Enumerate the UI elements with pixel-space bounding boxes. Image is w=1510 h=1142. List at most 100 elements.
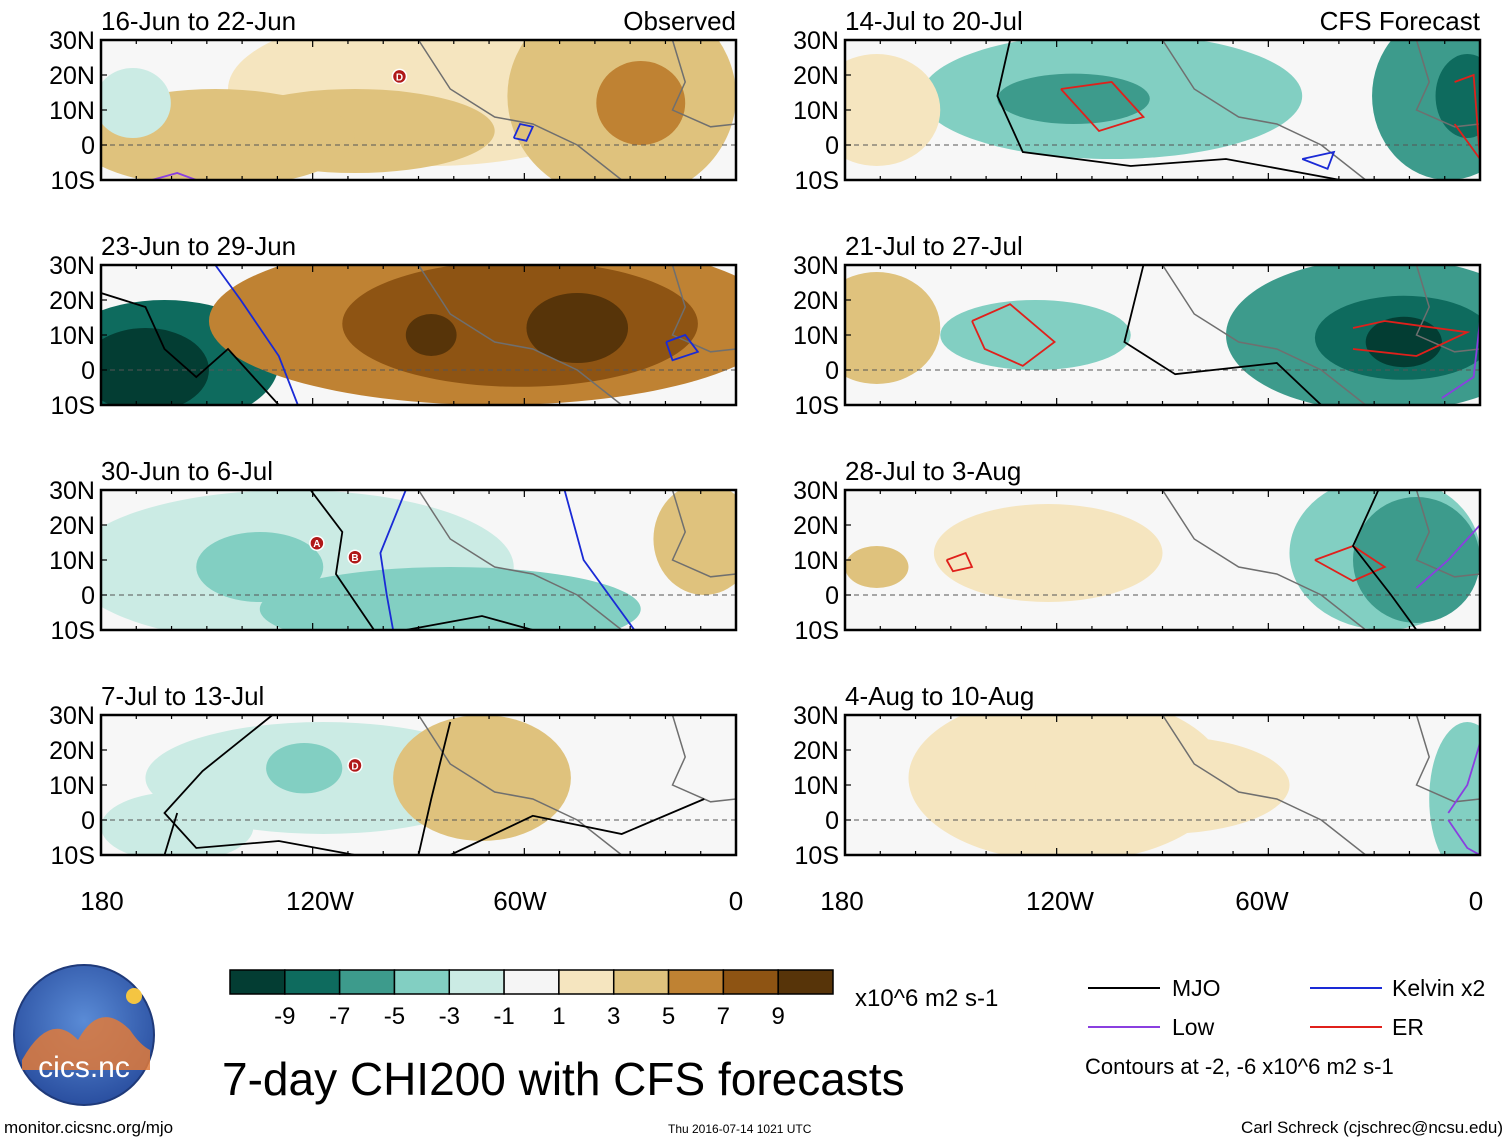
panel-date-range: 23-Jun to 29-Jun — [101, 231, 296, 261]
lat-label: 10S — [51, 392, 95, 420]
lat-label: 0 — [825, 132, 839, 160]
storm-marker-label: A — [313, 539, 320, 550]
anomaly-shading — [1035, 736, 1290, 834]
panel-date-range: 4-Aug to 10-Aug — [845, 681, 1034, 711]
wave-contour — [1301, 150, 1336, 170]
lat-label: 10S — [51, 842, 95, 870]
coastline-africa — [671, 265, 736, 353]
anomaly-shading — [259, 567, 641, 630]
map-panel: A B 30N 20N 10N 0 10S 30-Jun to 6-Jul — [49, 456, 738, 645]
anomaly-shading — [266, 743, 343, 794]
wave-contour — [163, 715, 356, 855]
colorbar-tick-label: 1 — [552, 1003, 565, 1030]
colorbar-swatch — [503, 969, 560, 995]
coastline-africa — [1415, 265, 1480, 353]
storm-marker: A — [309, 535, 325, 551]
storm-marker: B — [347, 549, 363, 565]
anomaly-shading — [393, 715, 571, 841]
wave-contour — [309, 490, 375, 630]
panel-date-range: 16-Jun to 22-Jun — [101, 6, 296, 36]
coastline-americas — [1161, 40, 1367, 180]
anomaly-shading — [405, 314, 457, 356]
colorbar-tick-label: -5 — [384, 1003, 405, 1030]
lat-label: 10S — [795, 617, 839, 645]
lon-label: 180 — [820, 886, 863, 916]
colorbar: -9 -7 -5 -3 -1 1 3 5 7 9 — [229, 969, 834, 1030]
colorbar-unit: x10^6 m2 s-1 — [855, 985, 998, 1012]
coastline-americas — [417, 265, 623, 405]
colorbar-swatch — [777, 969, 834, 995]
colorbar-tick-label: 7 — [717, 1003, 730, 1030]
coastline-americas — [417, 490, 623, 630]
coastline-americas — [1161, 715, 1367, 855]
wave-contour — [1441, 320, 1480, 399]
lon-label: 0 — [1469, 886, 1483, 916]
lat-label: 30N — [793, 702, 839, 730]
anomaly-shading — [845, 272, 941, 384]
coastline-africa — [1415, 490, 1480, 578]
map-panel: 30N 20N 10N 0 10S 23-Jun to 29-Jun — [49, 231, 738, 420]
lat-label: 0 — [81, 807, 95, 835]
anomaly-shading — [526, 293, 629, 363]
lat-label: 20N — [793, 512, 839, 540]
colorbar-swatch — [393, 969, 451, 995]
storm-marker-label: D — [396, 72, 403, 83]
colorbar-tick-label: 3 — [607, 1003, 620, 1030]
lat-label: 30N — [49, 477, 95, 505]
colorbar-tick-label: -7 — [329, 1003, 350, 1030]
wave-contour — [945, 551, 974, 573]
wave-contour — [214, 265, 299, 405]
lat-label: 30N — [793, 252, 839, 280]
footer-url: monitor.cicsnc.org/mjo — [4, 1118, 173, 1137]
lon-axis-right: 180 120W 60W 0 — [820, 886, 1483, 916]
wave-contour — [512, 122, 535, 142]
wave-contour — [163, 812, 179, 855]
lat-label: 10N — [793, 322, 839, 350]
coastline-africa — [1415, 715, 1480, 803]
lat-label: 30N — [49, 27, 95, 55]
figure-title: 7-day CHI200 with CFS forecasts — [222, 1053, 905, 1105]
storm-marker-label: B — [351, 553, 358, 564]
anomaly-shading — [101, 328, 209, 405]
lat-label: 0 — [825, 807, 839, 835]
anomaly-shading — [997, 73, 1150, 125]
lat-label: 20N — [49, 62, 95, 90]
coastline-americas — [1161, 265, 1367, 405]
map-panels: D 30N 20N 10N 0 10S 16-Jun to 22-Jun Observed 30… — [49, 6, 1482, 870]
anomaly-shading — [653, 490, 736, 595]
colorbar-swatch — [667, 969, 725, 995]
lon-label: 120W — [1026, 886, 1094, 916]
colorbar-tick-label: -1 — [493, 1003, 514, 1030]
lat-label: 20N — [793, 287, 839, 315]
lat-label: 10S — [795, 392, 839, 420]
lat-label: 10S — [51, 617, 95, 645]
lat-label: 0 — [81, 132, 95, 160]
lat-label: 30N — [793, 477, 839, 505]
colorbar-tick-label: 9 — [772, 1003, 785, 1030]
legend-label-er: ER — [1392, 1014, 1424, 1040]
panel-date-range: 21-Jul to 27-Jul — [845, 231, 1023, 261]
anomaly-shading — [101, 792, 254, 855]
map-panel: 30N 20N 10N 0 10S 14-Jul to 20-Jul CFS Forecas… — [793, 6, 1482, 195]
cics-logo: cics.nc — [13, 964, 155, 1106]
wave-contour — [1352, 320, 1471, 357]
anomaly-shading — [596, 61, 686, 145]
map-panel: 30N 20N 10N 0 10S 4-Aug to 10-Aug — [793, 681, 1482, 870]
anomaly-shading — [196, 532, 324, 602]
lat-label: 10N — [793, 97, 839, 125]
map-panel: 30N 20N 10N 0 10S 21-Jul to 27-Jul — [793, 231, 1482, 420]
panel-tag: CFS Forecast — [1320, 6, 1481, 36]
footer-timestamp: Thu 2016-07-14 1021 UTC — [668, 1122, 812, 1136]
lat-label: 0 — [81, 582, 95, 610]
panel-date-range: 14-Jul to 20-Jul — [845, 6, 1023, 36]
panel-date-range: 28-Jul to 3-Aug — [845, 456, 1021, 486]
logo-text: cics.nc — [38, 1051, 130, 1084]
lat-label: 20N — [49, 287, 95, 315]
wave-contour — [1351, 490, 1418, 630]
map-panel: D 30N 20N 10N 0 10S 16-Jun to 22-Jun Observed — [49, 6, 738, 195]
colorbar-tick-label: -3 — [439, 1003, 460, 1030]
coastline-africa — [671, 490, 736, 578]
lat-label: 10N — [49, 772, 95, 800]
footer-author: Carl Schreck (cjschrec@ncsu.edu) — [1241, 1118, 1503, 1137]
colorbar-swatch — [558, 969, 615, 995]
